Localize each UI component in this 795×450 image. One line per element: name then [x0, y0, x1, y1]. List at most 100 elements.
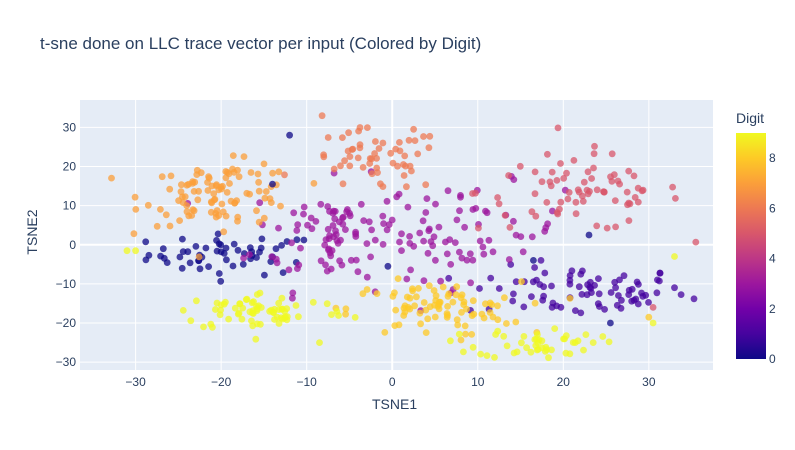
data-point	[277, 202, 284, 210]
data-point	[130, 230, 138, 238]
data-point	[285, 266, 293, 274]
colorbar-tick-label: 6	[769, 201, 776, 215]
data-point	[187, 317, 195, 325]
data-point	[446, 236, 454, 244]
data-point	[409, 287, 416, 295]
data-point	[247, 169, 255, 176]
data-point	[422, 306, 430, 314]
data-point	[414, 150, 422, 158]
data-point	[256, 289, 264, 297]
data-point	[383, 226, 391, 234]
data-point	[457, 336, 465, 344]
data-point	[437, 277, 444, 285]
data-point	[328, 247, 336, 254]
data-point	[235, 309, 243, 317]
data-point	[626, 200, 634, 208]
data-point	[227, 197, 235, 205]
data-point	[258, 235, 266, 243]
data-point	[449, 298, 457, 306]
data-point	[590, 150, 598, 158]
data-point	[577, 270, 585, 278]
data-point	[482, 300, 489, 308]
data-point	[578, 291, 586, 298]
data-point	[545, 354, 552, 362]
data-point	[406, 305, 414, 313]
data-point	[466, 250, 474, 258]
data-point	[588, 175, 595, 182]
data-point	[500, 332, 508, 340]
data-point	[574, 186, 582, 194]
data-point	[503, 320, 510, 327]
data-point	[538, 178, 546, 186]
data-point	[289, 294, 296, 302]
data-point	[218, 200, 226, 208]
colorbar-tick-label: 8	[769, 151, 776, 165]
data-point	[324, 134, 332, 141]
data-point	[379, 183, 387, 191]
data-point	[384, 262, 392, 270]
data-point	[404, 203, 412, 211]
data-point	[569, 339, 577, 346]
data-point	[616, 276, 623, 284]
data-point	[485, 236, 493, 244]
data-point	[427, 238, 435, 246]
data-point	[300, 210, 307, 218]
data-point	[255, 218, 263, 226]
data-point	[544, 150, 551, 158]
data-point	[346, 162, 354, 170]
data-point	[379, 212, 387, 220]
data-point	[426, 132, 434, 140]
data-point	[642, 291, 650, 299]
data-point	[528, 208, 536, 216]
data-point	[469, 343, 477, 351]
data-point	[432, 292, 440, 300]
data-point	[234, 166, 241, 174]
data-point	[512, 278, 520, 286]
data-point	[420, 277, 428, 285]
data-point	[292, 302, 300, 309]
data-point	[447, 261, 455, 268]
data-point	[461, 223, 468, 231]
data-point	[294, 265, 301, 272]
data-point	[458, 309, 465, 316]
data-point	[469, 190, 476, 197]
data-point	[480, 250, 488, 258]
data-point	[540, 283, 547, 291]
y-tick-label: −20	[56, 316, 77, 330]
data-point	[672, 195, 679, 202]
data-point	[510, 176, 518, 184]
data-point	[463, 256, 471, 264]
data-point	[420, 133, 427, 140]
data-point	[166, 185, 174, 193]
data-point	[158, 173, 166, 181]
data-point	[260, 160, 268, 168]
data-point	[229, 152, 237, 160]
data-point	[509, 297, 517, 305]
data-point	[290, 209, 298, 217]
data-point	[489, 248, 497, 256]
data-point	[194, 196, 202, 204]
data-point	[635, 281, 642, 288]
data-point	[242, 296, 250, 303]
data-point	[344, 147, 352, 155]
data-point	[275, 299, 283, 307]
data-point	[566, 276, 574, 284]
data-point	[316, 339, 323, 346]
data-point	[373, 155, 380, 162]
data-point	[579, 197, 587, 205]
data-point	[452, 291, 460, 299]
data-point	[461, 322, 469, 330]
data-point	[204, 179, 211, 186]
data-point	[231, 304, 239, 312]
data-point	[142, 238, 150, 246]
data-point	[564, 195, 572, 203]
data-point	[279, 315, 287, 323]
data-point	[381, 329, 389, 336]
data-point	[649, 319, 657, 327]
data-point	[557, 160, 564, 167]
data-point	[380, 220, 387, 228]
data-point	[269, 308, 277, 316]
data-point	[532, 212, 540, 220]
data-point	[200, 323, 207, 331]
data-point	[468, 331, 476, 338]
